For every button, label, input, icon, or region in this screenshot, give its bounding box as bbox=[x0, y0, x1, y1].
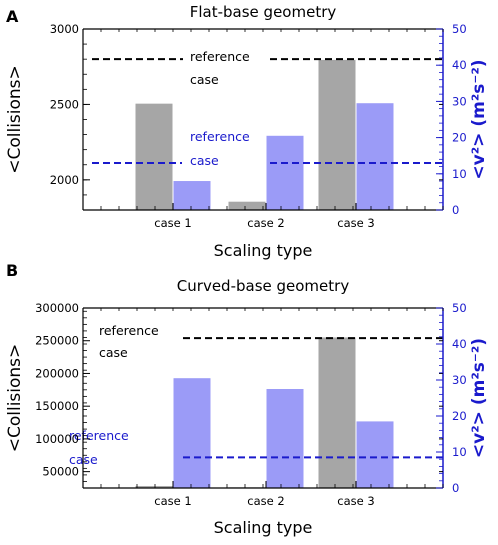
panel-b-y2tick-label: 10 bbox=[452, 445, 467, 459]
panel-a-y2tick-label: 50 bbox=[452, 22, 467, 36]
panel-a-bar-v2-3 bbox=[356, 103, 394, 210]
panel-b-xtick-label: case 3 bbox=[337, 494, 374, 508]
panel-b-xtick-label: case 1 bbox=[154, 494, 191, 508]
panel-a-bar-v2-2 bbox=[266, 135, 304, 210]
panel-a-title: Flat-base geometry bbox=[190, 3, 337, 21]
panel-a-y2label: <v²> (m²s⁻²) bbox=[469, 59, 489, 179]
panel-b-ytick-label: 300000 bbox=[35, 301, 79, 315]
panel-a-bar-collisions-2 bbox=[228, 201, 266, 210]
panel-a-y2tick-label: 30 bbox=[452, 94, 467, 108]
panel-a-y2tick-label: 20 bbox=[452, 131, 467, 145]
panel-b-y2tick-label: 40 bbox=[452, 337, 467, 351]
panel-b-ytick-label: 200000 bbox=[35, 366, 79, 380]
panel-a-ylabel: <Collisions> bbox=[5, 65, 25, 174]
panel-b-reference-label-collisions-line2: case bbox=[99, 345, 128, 360]
panel-a-bar-v2-1 bbox=[173, 181, 211, 210]
panel-a-xlabel: Scaling type bbox=[214, 241, 313, 260]
panel-b-bar-v2-2 bbox=[266, 389, 304, 488]
panel-a-xtick-label: case 2 bbox=[247, 216, 284, 230]
panel-b-y2tick-label: 30 bbox=[452, 373, 467, 387]
panel-b-bar-collisions-1 bbox=[135, 486, 173, 488]
panel-b-title: Curved-base geometry bbox=[177, 277, 350, 295]
panel-b-xtick-label: case 2 bbox=[247, 494, 284, 508]
panel-b-bar-v2-1 bbox=[173, 378, 211, 488]
panel-a-reference-label-v2-line1: reference bbox=[190, 129, 250, 144]
panel-a-xtick-label: case 3 bbox=[337, 216, 374, 230]
panel-a-reference-label-v2-line2: case bbox=[190, 153, 219, 168]
panel-b-bar-v2-3 bbox=[356, 421, 394, 488]
panel-b-y2tick-label: 20 bbox=[452, 409, 467, 423]
panel-b-ytick-label: 50000 bbox=[42, 465, 79, 479]
panel-b-label: B bbox=[6, 261, 18, 280]
panel-a-reference-label-collisions-line2: case bbox=[190, 72, 219, 87]
panel-a-ytick-label: 2000 bbox=[50, 173, 79, 187]
panel-a-bar-collisions-1 bbox=[135, 103, 173, 210]
panel-a-ytick-label: 3000 bbox=[50, 22, 79, 36]
panel-b-bar-collisions-3 bbox=[318, 337, 356, 488]
panel-b-y2label: <v²> (m²s⁻²) bbox=[469, 338, 489, 458]
panel-b-reference-label-collisions-line1: reference bbox=[99, 323, 159, 338]
panel-a-y2tick-label: 0 bbox=[452, 203, 459, 217]
panel-b-y2tick-label: 50 bbox=[452, 301, 467, 315]
panel-b-ytick-label: 150000 bbox=[35, 399, 79, 413]
panel-a-y2tick-label: 40 bbox=[452, 58, 467, 72]
panel-a-xtick-label: case 1 bbox=[154, 216, 191, 230]
panel-a-label: A bbox=[6, 7, 19, 26]
panel-a-bar-collisions-3 bbox=[318, 59, 356, 210]
panel-b-y2tick-label: 0 bbox=[452, 481, 459, 495]
panel-b-xlabel: Scaling type bbox=[214, 518, 313, 537]
panel-a-ytick-label: 2500 bbox=[50, 97, 79, 111]
panel-b-ylabel: <Collisions> bbox=[5, 344, 25, 453]
panel-a-reference-label-collisions-line1: reference bbox=[190, 49, 250, 64]
panel-a-y2tick-label: 10 bbox=[452, 167, 467, 181]
panel-b-ytick-label: 100000 bbox=[35, 432, 79, 446]
panel-b-ytick-label: 250000 bbox=[35, 334, 79, 348]
